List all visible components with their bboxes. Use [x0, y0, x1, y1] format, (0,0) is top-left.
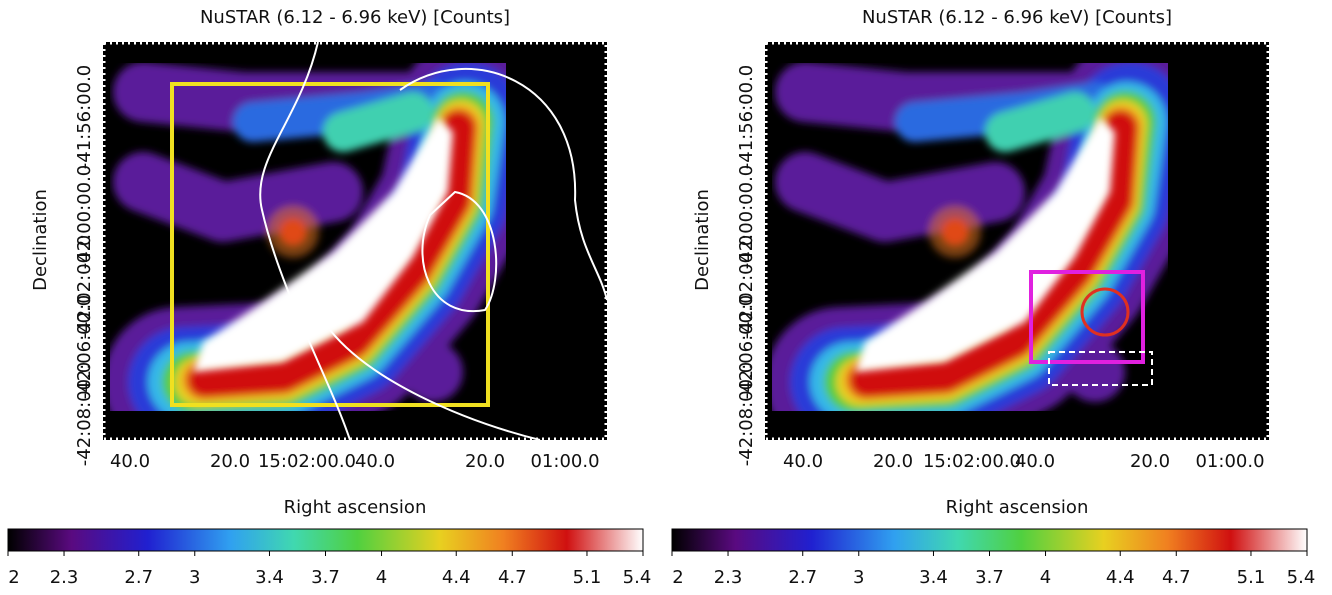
y-axis-label: Declination: [692, 189, 713, 291]
ra-tick-label: 40.0: [1015, 451, 1055, 472]
colorbar-tick-label: 3.7: [311, 567, 340, 588]
overlays: [170, 41, 608, 441]
colorbar-tick-label: 3.4: [919, 567, 948, 588]
dec-tick-label: -42:02:00.0: [74, 235, 95, 340]
image: [103, 42, 607, 440]
ra-tick-label: 01:00.0: [530, 451, 599, 472]
region-box: [1029, 270, 1145, 364]
x-axis-label: Right ascension: [284, 497, 427, 518]
colorbar-tick-label: 4.4: [1106, 567, 1135, 588]
colorbar-tick-label: 3.4: [255, 567, 284, 588]
dec-tick-label: -42:00:00.0: [74, 165, 95, 270]
region-box: [170, 82, 490, 407]
colorbar-tick-label: 2.3: [50, 567, 79, 588]
panel-title: NuSTAR (6.12 - 6.96 keV) [Counts]: [200, 7, 510, 28]
panel: NuSTAR (6.12 - 6.96 keV) [Counts] Right a…: [30, 7, 607, 518]
colorbar: [7, 528, 644, 552]
colorbar-tick-label: 4.4: [442, 567, 471, 588]
colorbar-tick-label: 5.4: [623, 567, 652, 588]
ra-tick-label: 15:02:00.0: [923, 451, 1021, 472]
dec-tick-label: -42:00:00.0: [736, 165, 757, 270]
colorbar-tick-label: 2: [8, 567, 19, 588]
image: [765, 42, 1269, 440]
colorbar-tick-label: 4: [1040, 567, 1051, 588]
overlays: [1029, 270, 1153, 386]
ra-tick-label: 20.0: [1130, 451, 1170, 472]
colorbar-tick-label: 5.1: [573, 567, 602, 588]
colorbar-tick-label: 3.7: [975, 567, 1004, 588]
colorbar-tick-label: 5.4: [1287, 567, 1316, 588]
ra-tick-label: 40.0: [355, 451, 395, 472]
colorbar-tick-label: 2.3: [714, 567, 743, 588]
colorbar: [671, 528, 1308, 552]
dec-tick-label: -41:56:00.0: [736, 65, 757, 170]
colorbar-tick-label: 4: [376, 567, 387, 588]
dec-tick-label: -41:56:00.0: [74, 65, 95, 170]
dec-tick-label: -42:08:00.0: [736, 362, 757, 467]
ra-tick-label: 20.0: [210, 451, 250, 472]
ra-tick-label: 40.0: [783, 451, 823, 472]
ra-tick-label: 20.0: [873, 451, 913, 472]
x-axis-label: Right ascension: [946, 497, 1089, 518]
dec-tick-label: -42:06:00.0: [74, 295, 95, 400]
dec-tick-label: -42:08:00.0: [74, 362, 95, 467]
colorbar-tick-label: 3: [189, 567, 200, 588]
source-circle: [1080, 287, 1130, 337]
contour: [421, 190, 498, 313]
ra-tick-label: 40.0: [110, 451, 150, 472]
dec-tick-label: -42:06:00.0: [736, 295, 757, 400]
background-box: [1048, 351, 1153, 386]
y-axis-label: Declination: [30, 189, 51, 291]
ra-tick-label: 20.0: [465, 451, 505, 472]
colorbar-tick-label: 2: [672, 567, 683, 588]
panel: NuSTAR (6.12 - 6.96 keV) [Counts] Right a…: [692, 7, 1269, 518]
colorbar-tick-label: 2.7: [788, 567, 817, 588]
dec-tick-label: -42:02:00.0: [736, 235, 757, 340]
contour: [399, 67, 608, 301]
contour: [329, 329, 541, 441]
colorbar-tick-label: 3: [853, 567, 864, 588]
ra-tick-label: 15:02:00.0: [258, 451, 356, 472]
panel-title: NuSTAR (6.12 - 6.96 keV) [Counts]: [862, 7, 1172, 28]
contour: [259, 41, 351, 441]
colorbar-tick-label: 2.7: [124, 567, 153, 588]
colorbar-tick-label: 4.7: [1162, 567, 1191, 588]
ra-tick-label: 01:00.0: [1195, 451, 1264, 472]
colorbar-tick-label: 5.1: [1237, 567, 1266, 588]
colorbar-tick-label: 4.7: [498, 567, 527, 588]
